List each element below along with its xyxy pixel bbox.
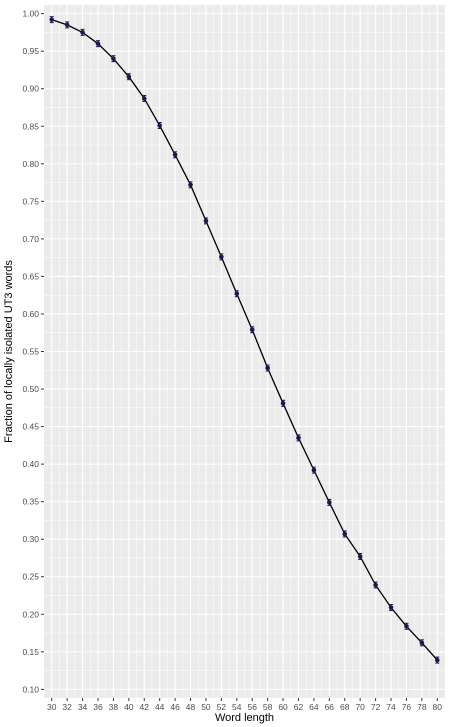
data-point bbox=[188, 182, 193, 188]
x-tick-label: 36 bbox=[93, 702, 103, 712]
data-point bbox=[327, 500, 332, 505]
data-points bbox=[49, 17, 440, 663]
y-tick-label: 0.75 bbox=[22, 196, 39, 206]
data-point bbox=[280, 401, 286, 406]
y-tick-label: 0.15 bbox=[22, 647, 39, 657]
y-axis-tick-labels: 0.10 0.15 0.20 0.25 0.30 0.35 0.40 0.45 0.50 0.55… bbox=[22, 9, 39, 695]
x-axis-title: Word length bbox=[215, 712, 274, 724]
x-tick-label: 60 bbox=[278, 702, 288, 712]
data-point bbox=[265, 365, 270, 371]
x-tick-label: 78 bbox=[417, 702, 427, 712]
data-point bbox=[141, 96, 147, 101]
data-point bbox=[434, 657, 440, 663]
y-tick-label: 0.10 bbox=[22, 684, 39, 694]
x-tick-label: 64 bbox=[309, 702, 319, 712]
data-point bbox=[64, 22, 70, 28]
y-tick-label: 0.90 bbox=[22, 84, 39, 94]
x-tick-label: 74 bbox=[386, 702, 396, 712]
x-tick-label: 34 bbox=[78, 702, 88, 712]
y-tick-label: 0.45 bbox=[22, 422, 39, 432]
data-point bbox=[249, 327, 255, 333]
data-point bbox=[296, 435, 301, 441]
data-point bbox=[111, 56, 116, 61]
x-tick-label: 42 bbox=[140, 702, 150, 712]
x-tick-label: 72 bbox=[371, 702, 381, 712]
x-tick-label: 80 bbox=[433, 702, 443, 712]
data-point bbox=[357, 554, 363, 559]
y-tick-label: 0.65 bbox=[22, 271, 39, 281]
data-point bbox=[126, 74, 132, 80]
x-tick-label: 66 bbox=[325, 702, 335, 712]
x-tick-label: 68 bbox=[340, 702, 350, 712]
y-tick-label: 0.85 bbox=[22, 121, 39, 131]
y-tick-label: 0.20 bbox=[22, 609, 39, 619]
data-point bbox=[342, 531, 348, 537]
x-tick-label: 38 bbox=[109, 702, 119, 712]
y-tick-label: 1.00 bbox=[22, 9, 39, 19]
x-tick-label: 44 bbox=[155, 702, 165, 712]
data-point bbox=[80, 30, 85, 35]
y-tick-label: 0.30 bbox=[22, 534, 39, 544]
major-gridlines bbox=[44, 5, 445, 698]
x-tick-label: 52 bbox=[217, 702, 227, 712]
y-tick-label: 0.35 bbox=[22, 497, 39, 507]
x-tick-label: 76 bbox=[402, 702, 412, 712]
data-point bbox=[373, 582, 378, 588]
x-tick-label: 48 bbox=[186, 702, 196, 712]
x-tick-label: 62 bbox=[294, 702, 304, 712]
series-line bbox=[51, 19, 438, 661]
data-point bbox=[49, 17, 55, 22]
x-tick-label: 32 bbox=[62, 702, 72, 712]
x-tick-label: 50 bbox=[201, 702, 211, 712]
x-tick-label: 46 bbox=[170, 702, 180, 712]
data-point bbox=[172, 152, 178, 158]
y-tick-label: 0.95 bbox=[22, 46, 39, 56]
y-tick-label: 0.60 bbox=[22, 309, 39, 319]
y-tick-label: 0.55 bbox=[22, 347, 39, 357]
data-point bbox=[388, 605, 394, 610]
x-tick-label: 56 bbox=[247, 702, 257, 712]
x-tick-label: 30 bbox=[47, 702, 57, 712]
y-tick-label: 0.80 bbox=[22, 159, 39, 169]
data-point bbox=[219, 254, 224, 260]
data-point bbox=[311, 467, 317, 473]
data-point bbox=[234, 291, 240, 296]
y-tick-label: 0.25 bbox=[22, 572, 39, 582]
x-axis-tick-labels: 30 32 34 36 38 40 42 44 46 48 50 52 54 56 58 60 62 64 66 68… bbox=[47, 702, 442, 712]
axis-ticks bbox=[41, 13, 438, 701]
x-tick-label: 58 bbox=[263, 702, 273, 712]
data-point bbox=[203, 218, 209, 224]
y-axis-title: Fraction of locally isolated UT3 words bbox=[3, 260, 15, 443]
data-point bbox=[404, 623, 409, 629]
x-tick-label: 54 bbox=[232, 702, 242, 712]
data-point bbox=[157, 123, 162, 128]
y-tick-label: 0.40 bbox=[22, 459, 39, 469]
y-tick-label: 0.70 bbox=[22, 234, 39, 244]
x-tick-label: 40 bbox=[124, 702, 134, 712]
x-tick-label: 70 bbox=[355, 702, 365, 712]
data-point bbox=[419, 640, 425, 646]
y-tick-label: 0.50 bbox=[22, 384, 39, 394]
data-point bbox=[95, 41, 101, 46]
